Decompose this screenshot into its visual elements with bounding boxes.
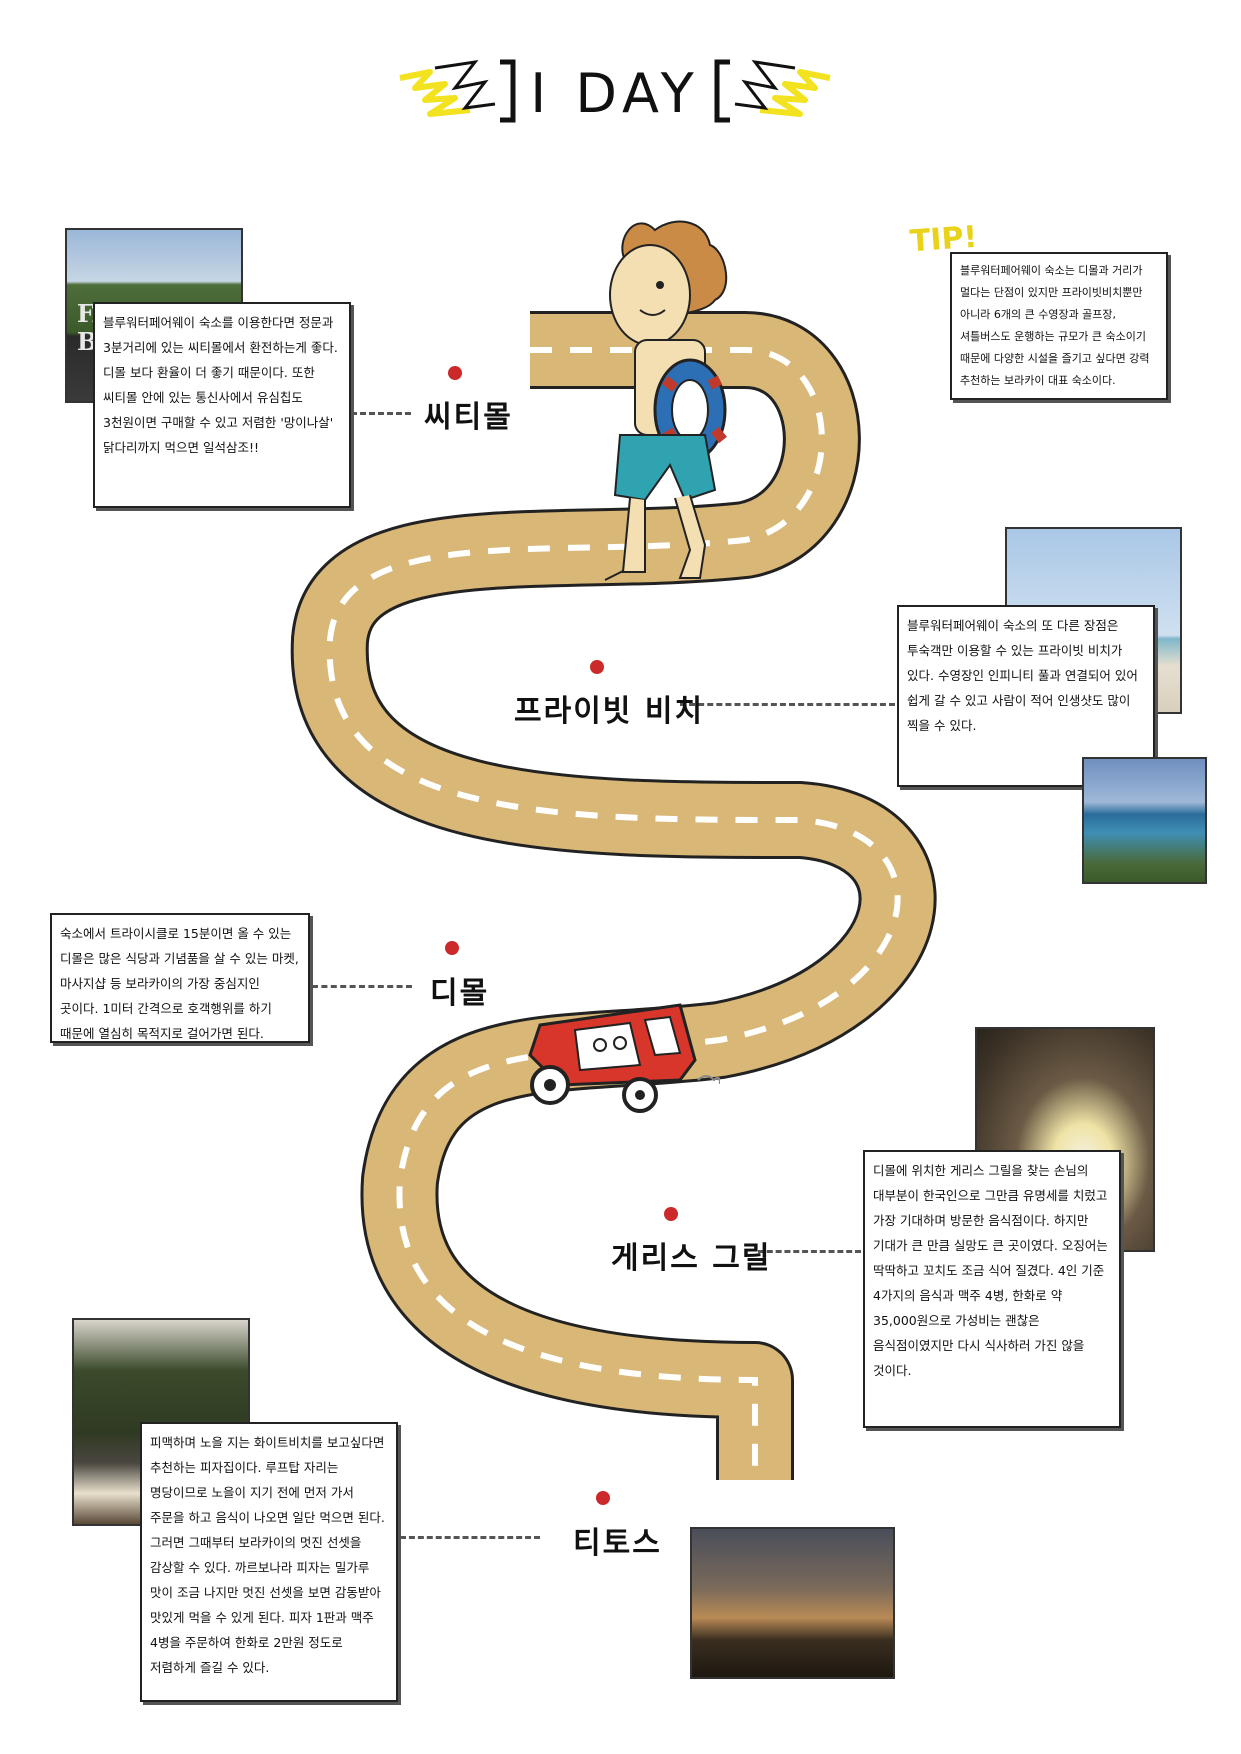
stop-gerrysgrill-description: 디몰에 위치한 게리스 그릴을 찾는 손님의 대부분이 한국인으로 그만큼 유명… [863,1150,1121,1428]
dmall-marker-dot [445,941,459,955]
titos-marker-dot [596,1491,610,1505]
stop-citymall-label: 씨티몰 [424,400,513,435]
tip-text-box: 블루워터페어웨이 숙소는 디몰과 거리가 멀다는 단점이 있지만 프라이빗비치뿐… [950,252,1168,400]
stop-privatebeach-description: 블루워터페어웨이 숙소의 또 다른 장점은 투숙객만 이용할 수 있는 프라이빗… [897,605,1155,787]
boy-with-swim-ring-illustration [604,220,728,581]
beach-sea-photo [1082,757,1207,884]
gerrysgrill-marker-dot [664,1207,678,1221]
privatebeach-connector [680,703,895,706]
titos-connector [400,1536,540,1539]
privatebeach-marker-dot [590,660,604,674]
citymall-marker-dot [448,366,462,380]
stop-privatebeach-label: 프라이빗 비치 [514,694,705,729]
stop-dmall-description: 숙소에서 트라이시클로 15분이면 올 수 있는 디몰은 많은 식당과 기념품을… [50,913,310,1043]
page-title-banner: I DAY [395,48,835,138]
gerrysgrill-connector [758,1250,861,1253]
stop-titos-description: 피맥하며 노을 지는 화이트비치를 보고싶다면 추천하는 피자집이다. 루프탑 … [140,1422,398,1702]
tricycle-illustration [528,1003,720,1113]
stop-titos-label: 티토스 [573,1526,662,1561]
page-title: I DAY [530,62,700,125]
dmall-connector [312,985,412,988]
stop-gerrysgrill-label: 게리스 그릴 [611,1241,772,1276]
citymall-connector [351,412,411,415]
stop-dmall-label: 디몰 [430,976,490,1011]
sunset-palm-photo [690,1527,895,1679]
stop-citymall-description: 블루워터페어웨이 숙소를 이용한다면 정문과 3분거리에 있는 씨티몰에서 환전… [93,302,351,508]
title-zigzag-decoration [399,59,831,123]
